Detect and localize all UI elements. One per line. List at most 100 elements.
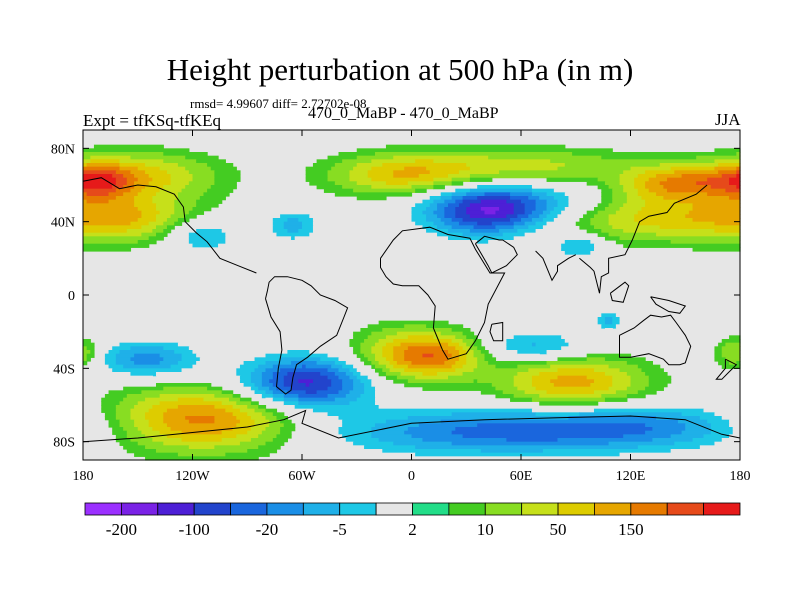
field-cell — [265, 218, 274, 223]
field-cell — [108, 350, 121, 355]
field-cell — [170, 174, 194, 179]
field-cell — [349, 170, 369, 175]
field-cell — [119, 166, 139, 171]
field-cell — [305, 177, 329, 182]
field-cell — [429, 203, 438, 208]
field-cell — [375, 386, 387, 391]
field-cell — [597, 185, 610, 190]
field-cell — [619, 236, 741, 241]
field-cell — [108, 390, 142, 395]
field-cell — [134, 405, 153, 410]
field-cell — [272, 210, 314, 215]
field-cell — [546, 350, 566, 355]
field-cell — [375, 394, 394, 399]
field-cell — [685, 423, 712, 428]
field-cell — [466, 353, 475, 358]
field-cell — [692, 207, 741, 212]
field-cell — [513, 375, 533, 380]
field-cell — [594, 324, 602, 329]
field-cell — [659, 163, 719, 168]
field-cell — [261, 372, 274, 377]
field-cell — [185, 416, 215, 421]
field-cell — [670, 240, 741, 245]
field-cell — [546, 207, 555, 212]
field-cell — [83, 159, 91, 164]
colorbar-swatch — [412, 502, 450, 516]
field-cell — [101, 350, 110, 355]
field-cell — [269, 423, 285, 428]
coastline-madagascar — [489, 321, 504, 342]
field-cell — [466, 185, 478, 190]
field-cell — [83, 232, 142, 237]
field-cell — [243, 386, 252, 391]
field-cell — [561, 346, 577, 351]
field-cell — [612, 379, 632, 384]
field-cell — [334, 163, 358, 168]
field-cell — [375, 423, 420, 428]
field-cell — [356, 196, 387, 201]
field-cell — [83, 357, 88, 362]
field-cell — [312, 229, 321, 234]
field-cell — [83, 163, 88, 168]
field-cell — [316, 159, 343, 164]
field-cell — [203, 192, 230, 197]
field-cell — [458, 170, 500, 175]
field-cell — [685, 427, 712, 432]
field-cell — [568, 416, 657, 421]
field-cell — [382, 346, 394, 351]
field-cell — [433, 159, 551, 164]
field-cell — [338, 427, 372, 432]
field-cell — [152, 199, 175, 204]
field-cell — [177, 397, 205, 402]
field-cell — [156, 383, 212, 388]
field-cell — [101, 353, 106, 358]
field-cell — [433, 177, 453, 182]
field-cell — [221, 401, 237, 406]
field-cell — [469, 203, 515, 208]
field-cell — [590, 221, 610, 226]
field-cell — [634, 214, 686, 219]
field-cell — [185, 185, 212, 190]
field-cell — [378, 372, 387, 377]
field-cell — [188, 170, 215, 175]
colorbar-swatch — [339, 502, 377, 516]
field-cell — [521, 218, 533, 223]
field-cell — [448, 342, 460, 347]
field-cell — [393, 353, 405, 358]
field-cell — [586, 375, 613, 380]
field-cell — [586, 229, 602, 234]
field-cell — [302, 364, 307, 369]
field-cell — [86, 357, 91, 362]
field-cell — [115, 361, 135, 366]
field-cell — [645, 203, 694, 208]
field-cell — [696, 181, 730, 186]
field-cell — [163, 159, 197, 164]
field-cell — [648, 379, 672, 384]
field-cell — [645, 199, 679, 204]
field-cell — [535, 342, 570, 347]
field-cell — [444, 214, 456, 219]
field-cell — [163, 152, 208, 157]
field-cell — [148, 174, 172, 179]
field-cell — [448, 243, 515, 248]
field-cell — [681, 412, 716, 417]
field-cell — [83, 199, 88, 204]
field-cell — [688, 210, 741, 215]
field-cell — [451, 364, 464, 369]
field-cell — [513, 379, 533, 384]
field-cell — [433, 199, 445, 204]
field-cell — [141, 232, 157, 237]
field-cell — [407, 229, 427, 234]
field-cell — [276, 434, 292, 439]
field-cell — [338, 375, 351, 380]
field-cell — [601, 229, 624, 234]
field-cell — [677, 199, 741, 204]
field-cell — [163, 357, 183, 362]
field-cell — [524, 207, 537, 212]
field-cell — [134, 174, 150, 179]
field-cell — [225, 240, 241, 245]
field-cell — [404, 383, 493, 388]
field-cell — [141, 188, 161, 193]
field-cell — [371, 434, 413, 439]
field-cell — [126, 181, 135, 186]
